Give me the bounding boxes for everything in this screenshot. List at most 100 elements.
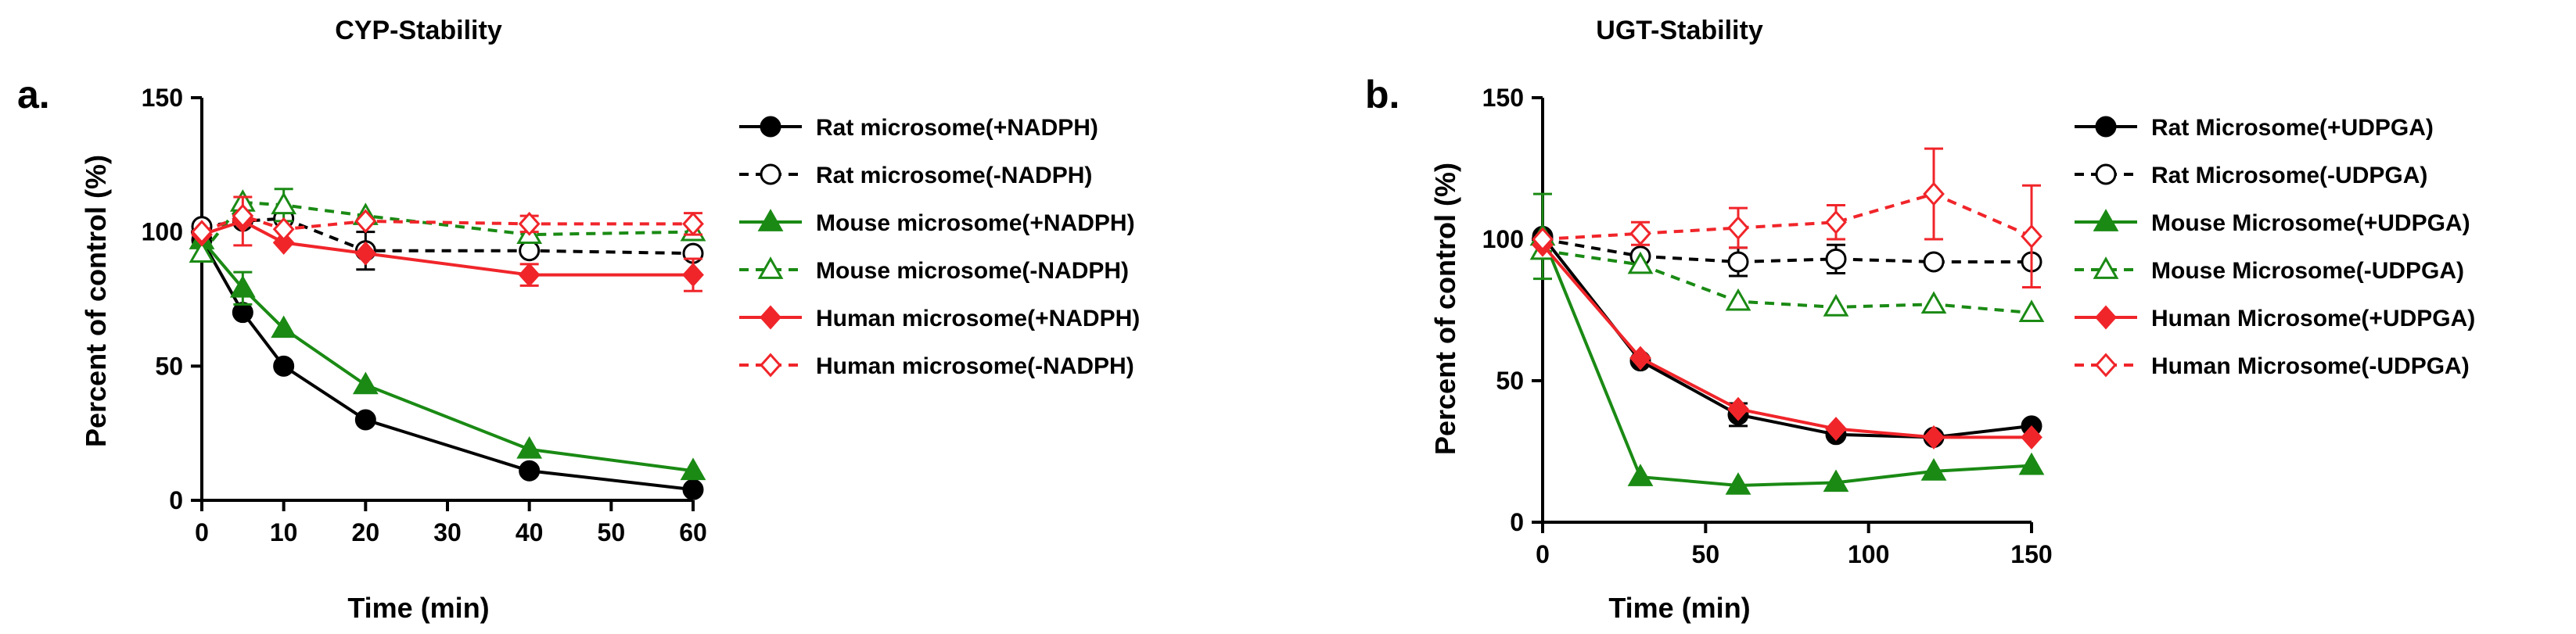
axes: 0 50 100 150 0 10 20 30 40 50 60 (142, 84, 707, 546)
legend-item: Human Microsome(-UDPGA) (2075, 353, 2470, 379)
data-point (1823, 469, 1849, 493)
series-5 (1532, 232, 2042, 450)
legend-marker (760, 116, 781, 138)
legend-marker (760, 353, 781, 378)
data-point (273, 355, 295, 377)
y-tick-label: 150 (1482, 84, 1524, 112)
data-point (1627, 251, 1654, 274)
legend-marker (2095, 305, 2117, 330)
data-point (271, 192, 297, 215)
data-point (1627, 464, 1654, 486)
panel-label: a. (17, 73, 50, 116)
data-point (354, 241, 377, 266)
legend-item: Human Microsome(+UDPGA) (2075, 305, 2475, 331)
x-tick-label: 60 (679, 518, 707, 546)
x-tick-label: 10 (270, 518, 298, 546)
x-tick-label: 20 (352, 518, 380, 546)
data-point (272, 230, 295, 255)
legend: Rat Microsome(+UDPGA) Rat Microsome(-UDPG… (2075, 115, 2475, 379)
legend-marker (2095, 353, 2117, 378)
plot-area (189, 188, 706, 500)
series-4 (1529, 237, 2045, 322)
x-tick-label: 40 (516, 518, 544, 546)
data-point (519, 460, 541, 482)
legend-label: Mouse Microsome(-UDPGA) (2151, 258, 2464, 284)
x-tick-label: 50 (598, 518, 626, 546)
data-point (1725, 288, 1751, 311)
legend-marker (757, 256, 784, 279)
x-tick-label: 50 (1692, 540, 1720, 568)
chart-title: UGT-Stability (1596, 16, 1763, 45)
data-point (271, 315, 297, 338)
series-6 (1532, 147, 2042, 289)
series-line (1541, 243, 2032, 439)
data-point (1823, 294, 1849, 317)
legend-item: Rat Microsome(+UDPGA) (2075, 115, 2434, 141)
data-point (682, 263, 704, 288)
data-point (2021, 424, 2042, 450)
series-line (1542, 249, 2032, 315)
y-tick-label: 50 (155, 352, 183, 380)
x-axis-title: Time (min) (1608, 592, 1750, 624)
data-point (519, 240, 541, 262)
legend-label: Rat Microsome(+UDPGA) (2151, 115, 2434, 141)
legend-item: Rat microsome(+NADPH) (739, 115, 1098, 141)
legend-item: Human microsome(+NADPH) (739, 305, 1140, 331)
legend-marker (2095, 116, 2117, 138)
legend-marker (760, 305, 781, 330)
panel-ugt-stability: UGT-Stability b. Percent of control (%) … (1365, 16, 2475, 624)
y-tick-label: 100 (1482, 225, 1524, 253)
series-2 (191, 208, 704, 271)
data-point (1923, 181, 1945, 206)
data-point (354, 409, 376, 431)
x-tick-label: 30 (433, 518, 462, 546)
axes: 0 50 100 150 0 50 100 150 (1482, 84, 2053, 568)
data-point (272, 217, 295, 242)
data-point (1725, 472, 1751, 495)
data-point (1727, 251, 1749, 273)
data-point (516, 435, 543, 459)
legend-label: Rat microsome(+NADPH) (816, 115, 1098, 141)
panel-cyp-stability: CYP-Stability a. Percent of control (%) … (17, 16, 1140, 624)
data-point (229, 274, 256, 298)
legend-label: Human microsome(+NADPH) (816, 306, 1140, 331)
panel-label: b. (1365, 73, 1399, 116)
legend-marker (760, 163, 781, 185)
legend-marker (2093, 256, 2119, 279)
y-tick-label: 100 (142, 218, 183, 246)
data-point (680, 457, 706, 481)
series-line (200, 238, 694, 473)
legend-marker (2093, 209, 2119, 231)
legend-label: Mouse Microsome(+UDPGA) (2151, 210, 2470, 236)
x-tick-label: 100 (1848, 540, 1889, 568)
legend-item: Human microsome(-NADPH) (739, 353, 1134, 379)
x-tick-label: 0 (1536, 540, 1550, 568)
legend-label: Rat Microsome(-UDPGA) (2151, 163, 2427, 188)
x-axis-title: Time (min) (347, 592, 489, 624)
series-line (1542, 238, 2032, 263)
data-point (232, 302, 253, 324)
data-point (189, 240, 215, 263)
data-point (191, 220, 213, 245)
data-point (1825, 210, 1847, 235)
plot-area (1529, 147, 2045, 495)
series-3 (189, 227, 706, 481)
data-point (518, 211, 541, 236)
legend-item: Mouse microsome(-NADPH) (739, 256, 1129, 284)
series-line (1542, 192, 2032, 241)
data-point (232, 203, 254, 228)
x-tick-label: 0 (195, 518, 209, 546)
series-line (1541, 235, 2032, 439)
data-point (1923, 424, 1945, 450)
legend-label: Mouse microsome(+NADPH) (816, 210, 1135, 236)
legend: Rat microsome(+NADPH) Rat microsome(-NADP… (739, 115, 1140, 379)
legend-item: Mouse microsome(+NADPH) (739, 209, 1135, 236)
legend-item: Rat microsome(-NADPH) (739, 163, 1092, 188)
y-axis-title: Percent of control (%) (80, 155, 112, 447)
data-point (1727, 216, 1749, 240)
legend-item: Mouse Microsome(-UDPGA) (2075, 256, 2464, 284)
data-point (2018, 299, 2045, 322)
series-6 (191, 203, 704, 245)
legend-label: Human Microsome(+UDPGA) (2151, 306, 2475, 331)
legend-label: Mouse microsome(-NADPH) (816, 258, 1129, 284)
